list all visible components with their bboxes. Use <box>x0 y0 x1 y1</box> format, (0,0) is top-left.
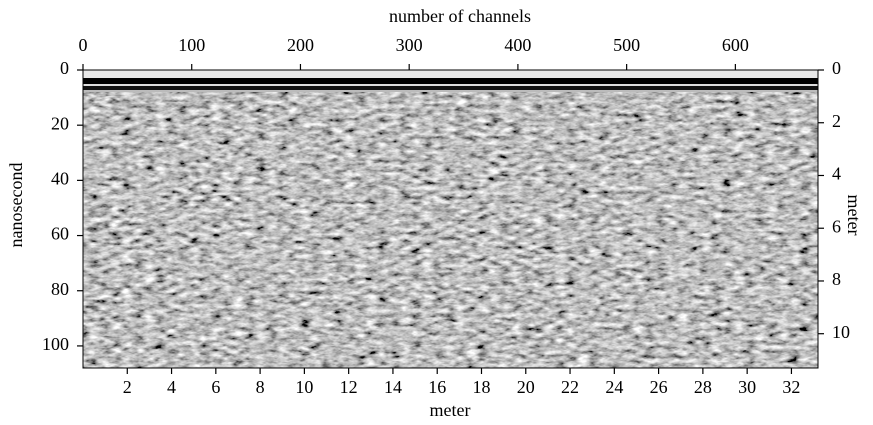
x-tick-label: 6 <box>211 377 220 397</box>
y-tick-label: 100 <box>42 334 69 354</box>
y-tick-label: 80 <box>51 279 69 299</box>
y2-tick-label: 6 <box>832 216 841 236</box>
y-tick-label: 0 <box>60 58 69 78</box>
x-tick-label: 4 <box>167 377 176 397</box>
right-axis-title: meter <box>844 195 864 236</box>
x-tick-label: 22 <box>561 377 579 397</box>
x2-tick-label: 300 <box>396 35 423 55</box>
y-tick-label: 40 <box>51 168 69 188</box>
band <box>83 84 818 86</box>
x2-tick-label: 0 <box>79 35 88 55</box>
plot-frame <box>82 69 819 369</box>
x-tick-label: 14 <box>384 377 402 397</box>
x-tick-label: 16 <box>428 377 446 397</box>
y2-tick-label: 4 <box>832 164 841 184</box>
band <box>83 90 818 92</box>
x-tick-label: 8 <box>256 377 265 397</box>
x-tick-label: 18 <box>472 377 490 397</box>
x-tick-label: 32 <box>782 377 800 397</box>
y2-tick-label: 2 <box>832 111 841 131</box>
bottom-axis-title: meter <box>430 400 471 420</box>
band <box>83 86 818 90</box>
x-tick-label: 10 <box>295 377 313 397</box>
band <box>83 78 818 84</box>
x-tick-label: 24 <box>605 377 623 397</box>
radargram-image <box>82 69 819 369</box>
x2-tick-label: 400 <box>504 35 531 55</box>
left-axis-title: nanosecond <box>6 163 26 248</box>
band <box>83 70 818 78</box>
x-tick-label: 12 <box>340 377 358 397</box>
y2-tick-label: 10 <box>832 322 850 342</box>
x2-tick-label: 500 <box>613 35 640 55</box>
x2-tick-label: 100 <box>178 35 205 55</box>
y-tick-label: 60 <box>51 224 69 244</box>
x2-tick-label: 600 <box>722 35 749 55</box>
y2-tick-label: 8 <box>832 269 841 289</box>
x-tick-label: 2 <box>123 377 132 397</box>
x2-tick-label: 200 <box>287 35 314 55</box>
x-tick-label: 20 <box>517 377 535 397</box>
top-axis-title: number of channels <box>389 6 531 26</box>
x-tick-label: 28 <box>694 377 712 397</box>
x-tick-label: 26 <box>650 377 668 397</box>
x-tick-label: 30 <box>738 377 756 397</box>
y2-tick-label: 0 <box>832 58 841 78</box>
y-tick-label: 20 <box>51 113 69 133</box>
radar-texture <box>83 70 818 368</box>
